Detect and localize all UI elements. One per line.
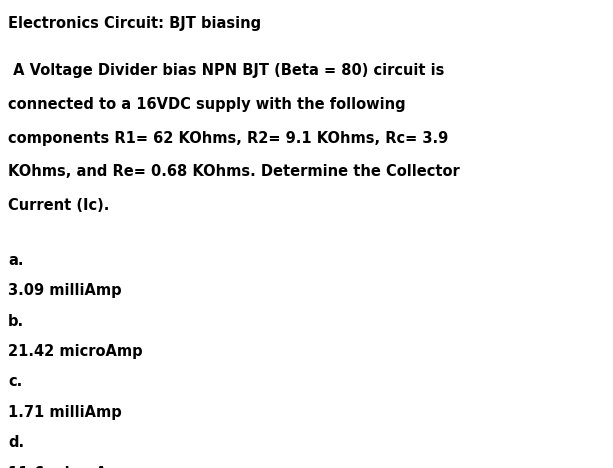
Text: KOhms, and Re= 0.68 KOhms. Determine the Collector: KOhms, and Re= 0.68 KOhms. Determine the… [8, 164, 460, 179]
Text: 3.09 milliAmp: 3.09 milliAmp [8, 283, 121, 298]
Text: a.: a. [8, 253, 23, 268]
Text: components R1= 62 KOhms, R2= 9.1 KOhms, Rc= 3.9: components R1= 62 KOhms, R2= 9.1 KOhms, … [8, 131, 448, 146]
Text: Electronics Circuit: BJT biasing: Electronics Circuit: BJT biasing [8, 16, 261, 31]
Text: 1.71 milliAmp: 1.71 milliAmp [8, 405, 122, 420]
Text: 11.6 microAmp: 11.6 microAmp [8, 466, 132, 468]
Text: Current (Ic).: Current (Ic). [8, 198, 109, 213]
Text: c.: c. [8, 374, 22, 389]
Text: connected to a 16VDC supply with the following: connected to a 16VDC supply with the fol… [8, 97, 406, 112]
Text: d.: d. [8, 435, 24, 450]
Text: 21.42 microAmp: 21.42 microAmp [8, 344, 143, 359]
Text: b.: b. [8, 314, 24, 329]
Text: A Voltage Divider bias NPN BJT (Beta = 80) circuit is: A Voltage Divider bias NPN BJT (Beta = 8… [8, 63, 444, 78]
